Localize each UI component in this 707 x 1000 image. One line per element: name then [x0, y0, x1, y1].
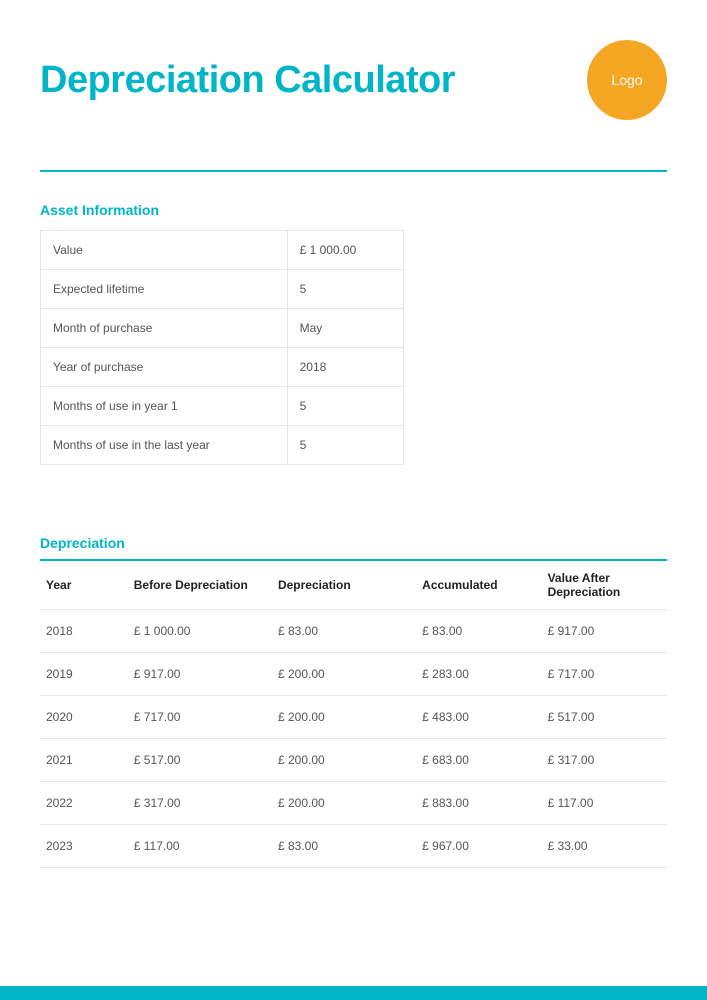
depreciation-cell: £ 200.00 [272, 696, 416, 739]
asset-info-tbody: Value£ 1 000.00Expected lifetime5Month o… [41, 231, 404, 465]
document-page: Depreciation Calculator Logo Asset Infor… [0, 0, 707, 1000]
asset-info-label: Months of use in the last year [41, 426, 288, 465]
depreciation-row: 2018£ 1 000.00£ 83.00£ 83.00£ 917.00 [40, 610, 667, 653]
depreciation-column-header: Depreciation [272, 560, 416, 610]
depreciation-row: 2022£ 317.00£ 200.00£ 883.00£ 117.00 [40, 782, 667, 825]
depreciation-cell: £ 717.00 [128, 696, 272, 739]
depreciation-cell: £ 83.00 [272, 610, 416, 653]
asset-info-row: Months of use in year 15 [41, 387, 404, 426]
depreciation-cell: 2021 [40, 739, 128, 782]
depreciation-cell: 2020 [40, 696, 128, 739]
asset-info-value: £ 1 000.00 [287, 231, 403, 270]
depreciation-cell: £ 283.00 [416, 653, 541, 696]
asset-info-row: Year of purchase2018 [41, 348, 404, 387]
asset-info-value: 5 [287, 387, 403, 426]
asset-info-row: Months of use in the last year5 [41, 426, 404, 465]
depreciation-cell: £ 917.00 [128, 653, 272, 696]
depreciation-table: YearBefore DepreciationDepreciationAccum… [40, 559, 667, 868]
depreciation-row: 2019£ 917.00£ 200.00£ 283.00£ 717.00 [40, 653, 667, 696]
logo-placeholder: Logo [587, 40, 667, 120]
depreciation-cell: 2023 [40, 825, 128, 868]
divider-accent [40, 170, 667, 172]
depreciation-cell: £ 200.00 [272, 782, 416, 825]
asset-info-row: Value£ 1 000.00 [41, 231, 404, 270]
asset-info-section: Asset Information Value£ 1 000.00Expecte… [40, 202, 667, 465]
logo-text: Logo [611, 72, 642, 88]
asset-info-title: Asset Information [40, 202, 667, 218]
depreciation-row: 2020£ 717.00£ 200.00£ 483.00£ 517.00 [40, 696, 667, 739]
depreciation-column-header: Value After Depreciation [542, 560, 667, 610]
depreciation-cell: £ 517.00 [542, 696, 667, 739]
depreciation-cell: £ 1 000.00 [128, 610, 272, 653]
depreciation-cell: £ 317.00 [128, 782, 272, 825]
depreciation-cell: £ 883.00 [416, 782, 541, 825]
depreciation-cell: £ 317.00 [542, 739, 667, 782]
depreciation-cell: 2018 [40, 610, 128, 653]
depreciation-cell: 2022 [40, 782, 128, 825]
depreciation-cell: £ 200.00 [272, 653, 416, 696]
asset-info-label: Year of purchase [41, 348, 288, 387]
asset-info-label: Value [41, 231, 288, 270]
depreciation-row: 2021£ 517.00£ 200.00£ 683.00£ 317.00 [40, 739, 667, 782]
depreciation-column-header: Before Depreciation [128, 560, 272, 610]
asset-info-label: Month of purchase [41, 309, 288, 348]
depreciation-cell: £ 83.00 [416, 610, 541, 653]
depreciation-cell: £ 117.00 [128, 825, 272, 868]
depreciation-column-header: Accumulated [416, 560, 541, 610]
depreciation-cell: £ 917.00 [542, 610, 667, 653]
depreciation-title: Depreciation [40, 535, 667, 551]
depreciation-cell: £ 683.00 [416, 739, 541, 782]
depreciation-tbody: 2018£ 1 000.00£ 83.00£ 83.00£ 917.002019… [40, 610, 667, 868]
asset-info-label: Months of use in year 1 [41, 387, 288, 426]
asset-info-label: Expected lifetime [41, 270, 288, 309]
depreciation-cell: £ 717.00 [542, 653, 667, 696]
depreciation-cell: £ 517.00 [128, 739, 272, 782]
depreciation-cell: £ 483.00 [416, 696, 541, 739]
depreciation-cell: £ 33.00 [542, 825, 667, 868]
asset-info-value: 5 [287, 270, 403, 309]
depreciation-section: Depreciation YearBefore DepreciationDepr… [40, 535, 667, 868]
depreciation-cell: £ 967.00 [416, 825, 541, 868]
depreciation-cell: £ 83.00 [272, 825, 416, 868]
depreciation-row: 2023£ 117.00£ 83.00£ 967.00£ 33.00 [40, 825, 667, 868]
depreciation-column-header: Year [40, 560, 128, 610]
header: Depreciation Calculator Logo [40, 40, 667, 120]
asset-info-row: Expected lifetime5 [41, 270, 404, 309]
asset-info-value: 5 [287, 426, 403, 465]
asset-info-row: Month of purchaseMay [41, 309, 404, 348]
footer-accent-bar [0, 986, 707, 1000]
depreciation-cell: 2019 [40, 653, 128, 696]
depreciation-cell: £ 200.00 [272, 739, 416, 782]
depreciation-cell: £ 117.00 [542, 782, 667, 825]
asset-info-value: 2018 [287, 348, 403, 387]
asset-info-value: May [287, 309, 403, 348]
asset-info-table: Value£ 1 000.00Expected lifetime5Month o… [40, 230, 404, 465]
depreciation-header-row: YearBefore DepreciationDepreciationAccum… [40, 560, 667, 610]
page-title: Depreciation Calculator [40, 59, 455, 102]
